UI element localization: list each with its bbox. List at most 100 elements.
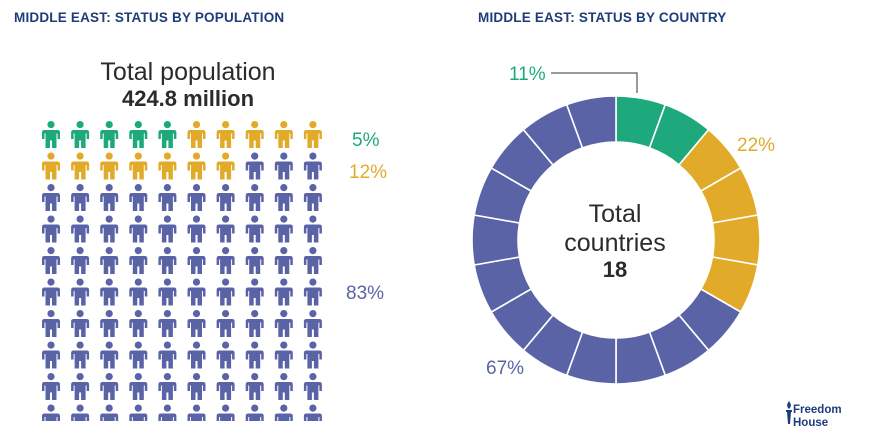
population-not-free-percent: 83% [346, 283, 385, 304]
person-icon [303, 278, 322, 306]
person-icon [303, 341, 322, 369]
person-icon [129, 373, 148, 400]
person-icon [187, 278, 206, 306]
country-total-label: Total countries [520, 200, 710, 258]
person-icon [274, 247, 293, 274]
person-icon [100, 341, 119, 369]
donut-not-free-percent: 67% [486, 358, 524, 379]
person-icon [245, 215, 264, 243]
person-icon [100, 184, 119, 211]
person-icon [158, 404, 177, 421]
person-icon [158, 247, 177, 274]
person-icon [245, 152, 264, 180]
person-icon [216, 152, 235, 180]
person-icon [158, 373, 177, 400]
logo-line1: Freedom [793, 404, 842, 416]
person-icon [245, 247, 264, 274]
person-icon [129, 247, 148, 274]
person-icon [216, 341, 235, 369]
person-icon [71, 121, 90, 148]
person-icon [187, 404, 206, 421]
person-icon [303, 121, 322, 148]
person-icon [303, 373, 322, 400]
population-pictogram [42, 121, 322, 421]
donut-segment-not-free [565, 95, 617, 149]
donut-free-percent: 11% [509, 64, 546, 85]
person-icon [129, 152, 148, 180]
person-icon [216, 404, 235, 421]
person-icon [100, 310, 119, 337]
country-panel-title: MIDDLE EAST: STATUS BY COUNTRY [478, 10, 727, 25]
person-icon [129, 184, 148, 211]
person-icon [100, 247, 119, 274]
person-icon [71, 373, 90, 400]
person-icon [158, 310, 177, 337]
person-icon [187, 373, 206, 400]
person-icon [71, 404, 90, 421]
population-partly-free-percent: 12% [349, 162, 388, 183]
person-icon [274, 215, 293, 243]
person-icon [245, 184, 264, 211]
country-total-label-line2: countries [564, 229, 666, 257]
person-icon [303, 215, 322, 243]
person-icon [187, 215, 206, 243]
person-icon [42, 341, 60, 369]
person-icon [158, 121, 177, 148]
person-icon [274, 121, 293, 148]
person-icon [42, 152, 60, 180]
freedom-house-logo: Freedom House [793, 404, 842, 430]
person-icon [42, 278, 60, 306]
person-icon [71, 184, 90, 211]
person-icon [158, 341, 177, 369]
free-slice-leader-line [551, 72, 638, 93]
person-icon [303, 152, 322, 180]
person-icon [71, 341, 90, 369]
person-icon [71, 278, 90, 306]
person-icon [187, 310, 206, 337]
person-icon [216, 247, 235, 274]
person-icon [100, 278, 119, 306]
person-icon [187, 247, 206, 274]
person-icon [216, 215, 235, 243]
person-icon [129, 121, 148, 148]
population-total-value: 424.8 million [121, 86, 255, 111]
person-icon [100, 152, 119, 180]
person-icon [216, 373, 235, 400]
person-icon [216, 310, 235, 337]
country-total-label-line1: Total [588, 200, 642, 228]
person-icon [71, 247, 90, 274]
person-icon [274, 310, 293, 337]
freedom-house-torch-icon [786, 401, 792, 424]
person-icon [245, 121, 264, 148]
person-icon [158, 184, 177, 211]
person-icon [100, 121, 119, 148]
person-icon [71, 152, 90, 180]
person-icon [274, 152, 293, 180]
person-icon [216, 278, 235, 306]
person-icon [245, 373, 264, 400]
population-free-percent: 5% [352, 130, 380, 151]
person-icon [129, 404, 148, 421]
person-icon [42, 247, 60, 274]
person-icon [274, 341, 293, 369]
person-icon [274, 404, 293, 421]
person-icon [158, 152, 177, 180]
person-icon [129, 278, 148, 306]
person-icon [274, 278, 293, 306]
person-icon [187, 121, 206, 148]
logo-line2: House [793, 417, 829, 429]
donut-partly-free-percent: 22% [737, 135, 775, 156]
person-icon [187, 341, 206, 369]
person-icon [100, 404, 119, 421]
person-icon [42, 121, 60, 148]
country-total-value: 18 [602, 257, 628, 282]
population-panel-title: MIDDLE EAST: STATUS BY POPULATION [14, 10, 285, 25]
person-icon [216, 184, 235, 211]
person-icon [245, 278, 264, 306]
person-icon [303, 404, 322, 421]
person-icon [158, 278, 177, 306]
person-icon [245, 404, 264, 421]
person-icon [71, 215, 90, 243]
person-icon [245, 310, 264, 337]
